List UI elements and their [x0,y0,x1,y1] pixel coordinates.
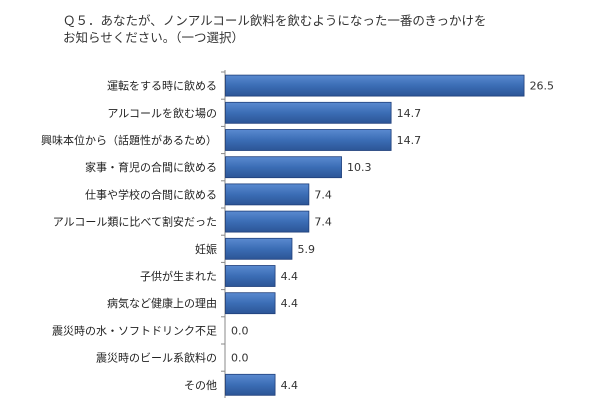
value-label: 4.4 [281,379,299,392]
value-label: 7.4 [314,216,332,229]
value-label: 14.7 [397,134,422,147]
bar [225,183,310,206]
value-label: 7.4 [314,188,332,201]
category-label: アルコール類に比べて割安だった [53,215,217,229]
category-label: その他 [184,379,217,392]
bar [225,101,392,124]
value-label: 26.5 [530,80,555,93]
category-label: 運転をする時に飲める [107,79,217,93]
bar [225,237,293,260]
category-label: 病気など健康上の理由 [107,296,217,310]
bar [225,265,276,287]
value-label: 0.0 [231,352,249,365]
category-label: アルコールを飲む場の [107,106,217,120]
category-label: 子供が生まれた [140,269,217,283]
bar [225,74,525,97]
category-label: 興味本位から（話題性があるため） [41,133,217,147]
value-label: 0.0 [231,324,249,337]
category-label: 妊娠 [195,242,217,256]
category-label: 仕事や学校の合間に飲める [85,187,217,201]
chart-title: Ｑ５．あなたが、ノンアルコール飲料を飲むようになった一番のきっかけを お知らせく… [63,13,487,45]
value-label: 4.4 [281,270,299,283]
value-label: 14.7 [397,107,422,120]
bars-group: 運転をする時に飲める 26.5 アルコールを飲む場の 14.7 興味本位から（話題性があ… [41,71,555,396]
bar [225,292,276,315]
value-label: 4.4 [281,297,299,310]
category-label: 震災時のビール系飲料の [96,351,217,365]
bar [225,373,276,396]
category-label: 家事・育児の合間に飲める [85,160,217,174]
value-label: 10.3 [347,161,372,174]
bar [225,210,310,233]
category-label: 震災時の水・ソフトドリンク不足 [52,324,217,337]
value-label: 5.9 [297,243,315,256]
bar [225,156,342,179]
bar [225,129,392,151]
